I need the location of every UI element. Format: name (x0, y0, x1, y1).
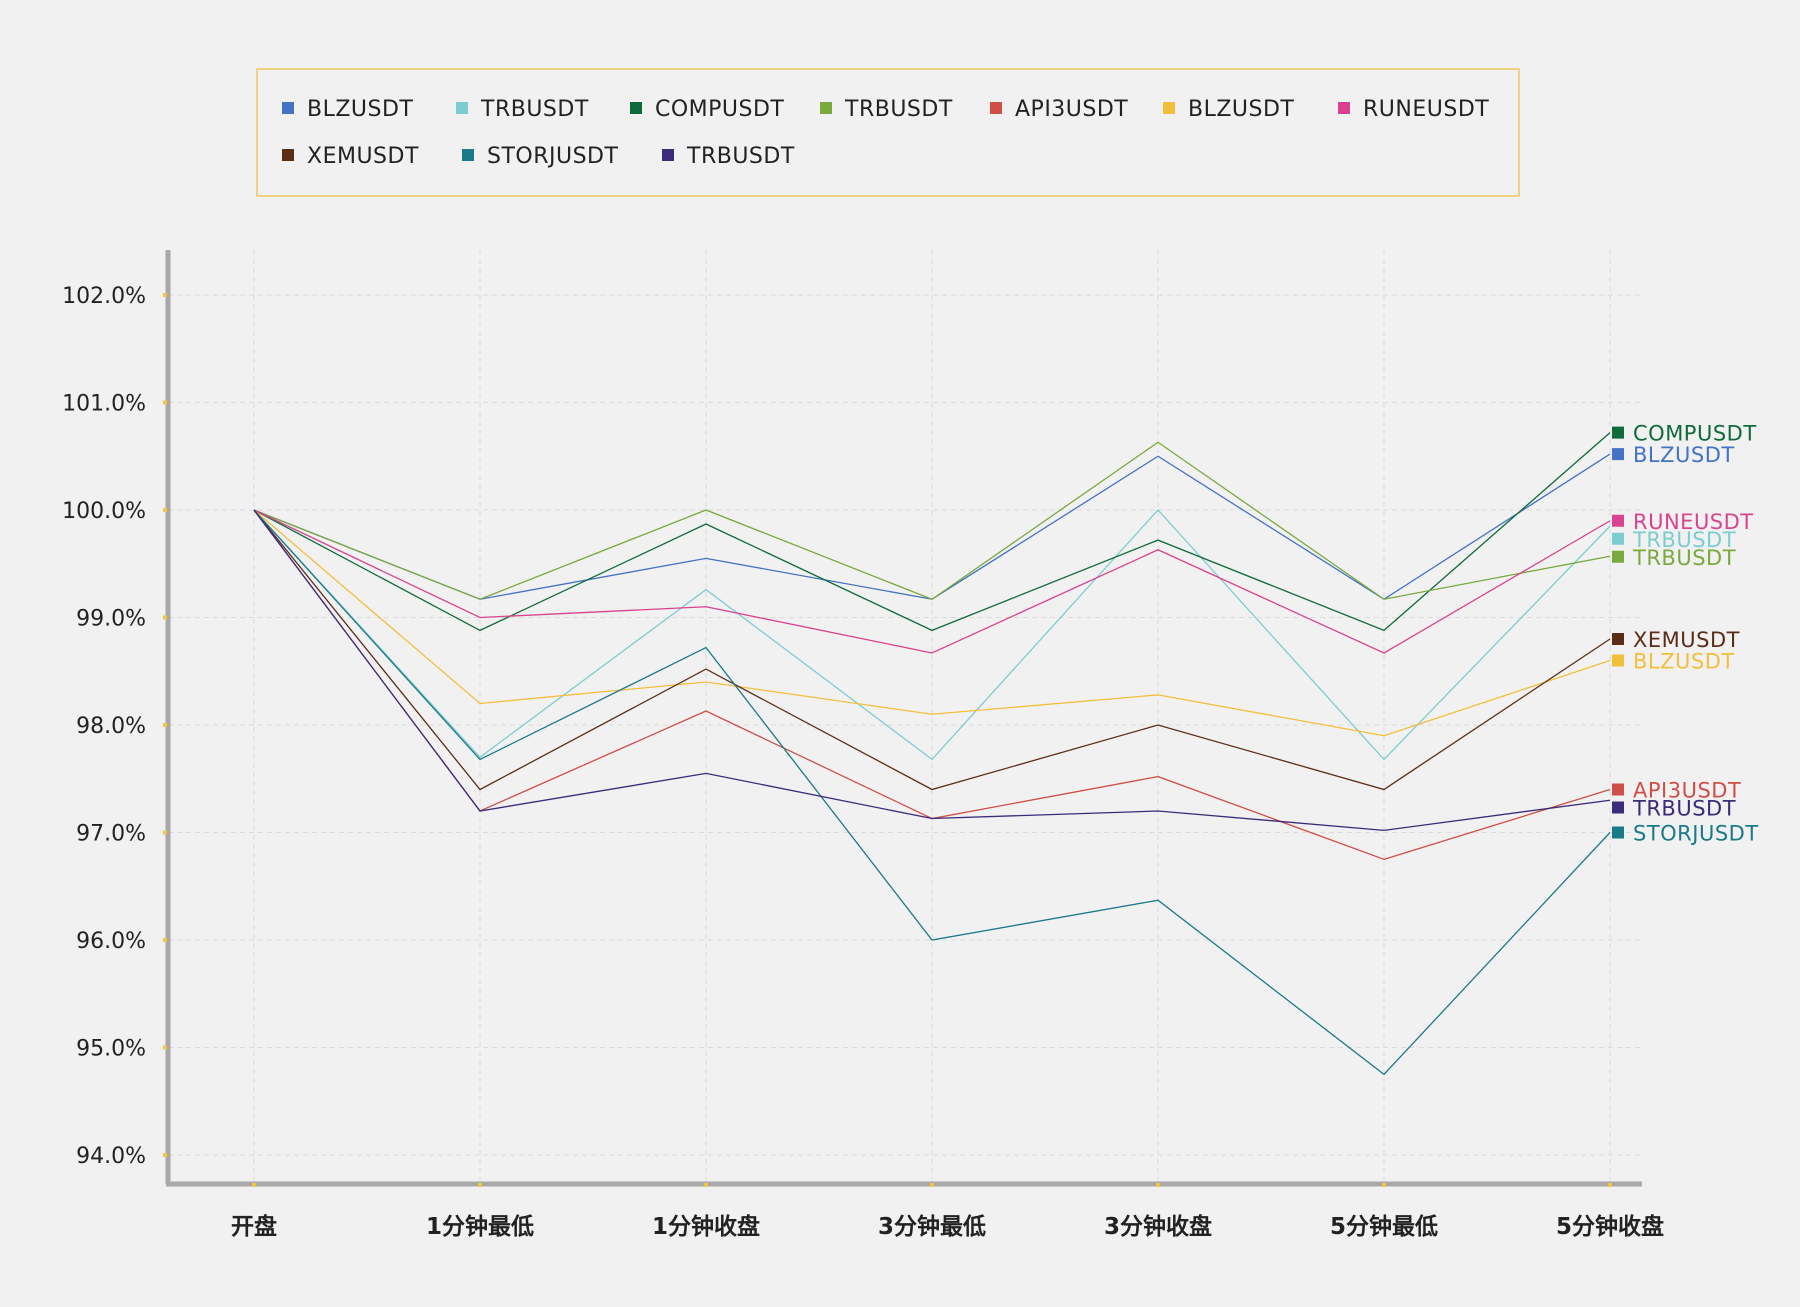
x-axis-ticks: 开盘 1分钟最低 1分钟收盘 3分钟最低 3分钟收盘 5分钟最低 5分钟收盘 (231, 1183, 1664, 1240)
end-marker (1612, 801, 1624, 814)
end-marker (1612, 426, 1624, 439)
x-tick-mark (1382, 1183, 1386, 1187)
series-line-trbusdt (253, 441, 1611, 600)
end-label: BLZUSDT (1633, 650, 1735, 674)
legend-swatch (1163, 102, 1175, 114)
legend-box (256, 68, 1520, 197)
end-marker (1612, 633, 1624, 645)
series-line-trbusdt (253, 509, 1611, 832)
end-label: RUNEUSDT (1633, 510, 1754, 534)
series-line-runeusdt (253, 509, 1611, 654)
series-line-blzusdt (253, 509, 1611, 737)
end-marker (1612, 550, 1624, 563)
x-tick-label: 3分钟最低 (878, 1214, 986, 1240)
legend-swatch (282, 102, 294, 114)
legend-swatch (990, 102, 1002, 114)
legend-swatch (630, 102, 642, 114)
legend-label: TRBUSDT (844, 97, 953, 122)
y-tick-mark (163, 293, 167, 297)
legend-label: COMPUSDT (655, 97, 784, 122)
end-marker (1612, 532, 1624, 545)
legend-label: STORJUSDT (487, 144, 619, 169)
grid (168, 250, 1642, 1184)
legend: BLZUSDT TRBUSDT COMPUSDT TRBUSDT API3USDT BLZ… (282, 97, 1489, 169)
x-tick-mark (930, 1183, 934, 1187)
y-tick-mark (163, 400, 167, 405)
y-tick-mark (163, 1153, 167, 1157)
legend-label: TRBUSDT (686, 144, 795, 169)
y-tick-mark (163, 830, 167, 835)
x-tick-label: 开盘 (231, 1213, 277, 1240)
y-axis-ticks: 94.0% 95.0% 96.0% 97.0% 98.0% 99.0% 100.0% 101.… (62, 284, 167, 1169)
legend-swatch (662, 149, 674, 161)
x-tick-label: 5分钟收盘 (1556, 1213, 1664, 1240)
y-tick-mark (163, 615, 167, 620)
end-marker (1612, 654, 1624, 667)
legend-label: RUNEUSDT (1363, 97, 1489, 122)
legend-label: XEMUSDT (307, 144, 419, 169)
end-marker (1612, 514, 1624, 527)
x-tick-mark (252, 1183, 256, 1187)
y-tick-label: 97.0% (76, 822, 146, 847)
end-marker (1612, 826, 1624, 839)
end-label: COMPUSDT (1633, 422, 1757, 446)
x-tick-label: 1分钟最低 (426, 1214, 534, 1240)
y-tick-mark (163, 938, 167, 942)
y-tick-mark (163, 508, 167, 512)
legend-swatch (1338, 102, 1350, 114)
series-line-xemusdt (253, 509, 1611, 791)
y-tick-label: 96.0% (76, 929, 146, 954)
legend-label: API3USDT (1015, 97, 1128, 122)
x-tick-mark (704, 1183, 708, 1187)
end-label: TRBUSDT (1632, 528, 1736, 552)
y-tick-label: 100.0% (62, 499, 146, 524)
end-labels: COMPUSDTBLZUSDTRUNEUSDTTRBUSDTTRBUSDTXEM… (1612, 422, 1759, 846)
x-tick-mark (1608, 1183, 1612, 1187)
y-tick-label: 101.0% (62, 392, 146, 417)
series-lines (253, 432, 1611, 1076)
end-label: TRBUSDT (1632, 797, 1736, 821)
end-label: BLZUSDT (1633, 443, 1735, 467)
y-tick-label: 99.0% (76, 607, 146, 632)
legend-label: BLZUSDT (307, 97, 413, 122)
end-label: XEMUSDT (1633, 628, 1740, 652)
end-label: STORJUSDT (1633, 822, 1759, 846)
end-label: API3USDT (1633, 779, 1741, 803)
legend-swatch (462, 149, 474, 161)
y-tick-label: 98.0% (76, 714, 146, 739)
end-label: TRBUSDT (1632, 546, 1736, 570)
legend-label: BLZUSDT (1188, 97, 1294, 122)
series-line-storjusdt (253, 509, 1611, 1076)
end-marker (1612, 783, 1624, 796)
legend-swatch (456, 102, 468, 114)
axes (165, 250, 1642, 1187)
series-line-compusdt (253, 432, 1611, 632)
legend-swatch (820, 102, 832, 114)
y-tick-mark (163, 723, 167, 727)
legend-label: TRBUSDT (480, 97, 589, 122)
y-tick-label: 95.0% (76, 1037, 146, 1062)
x-tick-label: 1分钟收盘 (652, 1213, 760, 1240)
x-tick-label: 3分钟收盘 (1104, 1213, 1212, 1240)
y-tick-label: 94.0% (76, 1144, 146, 1169)
y-tick-label: 102.0% (62, 284, 146, 309)
end-marker (1612, 448, 1624, 461)
legend-swatch (282, 149, 294, 161)
y-tick-mark (163, 1045, 167, 1050)
x-tick-mark (478, 1183, 482, 1187)
series-line-trbusdt (253, 509, 1611, 761)
x-tick-label: 5分钟最低 (1330, 1214, 1438, 1240)
x-tick-mark (1156, 1183, 1160, 1187)
